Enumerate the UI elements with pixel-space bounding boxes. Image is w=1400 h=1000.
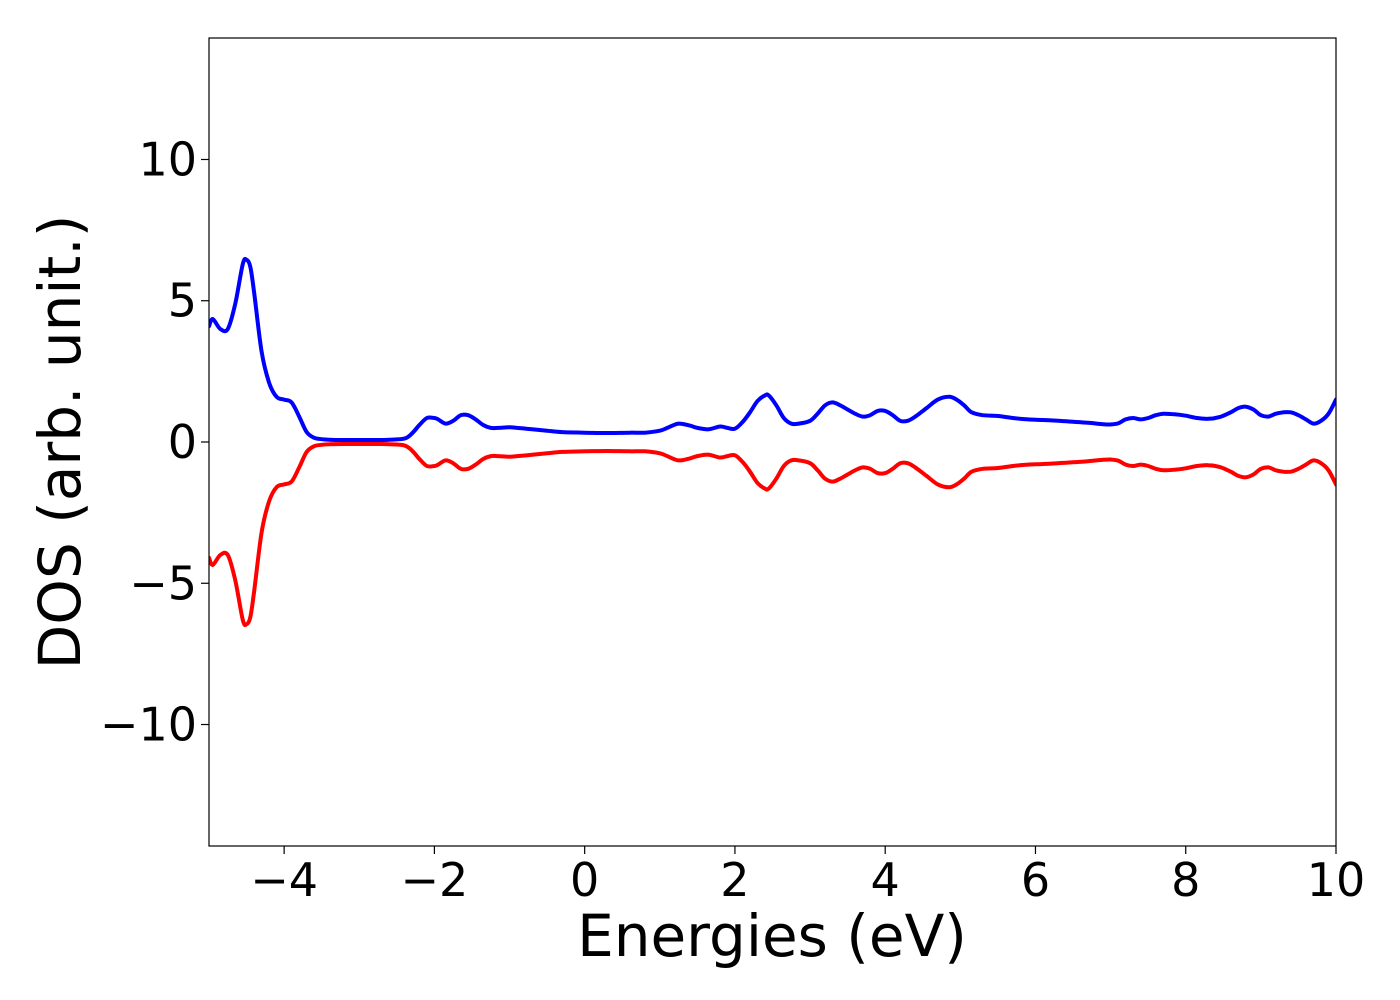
x-tick-label: −2 [400,853,468,907]
x-tick-label: 4 [871,853,900,907]
y-axis-title: DOS (arb. unit.) [26,215,94,670]
x-axis-title: Energies (eV) [577,902,967,970]
y-tick-label: 10 [138,132,197,186]
y-tick-label: −5 [129,556,197,610]
x-tick-label: 8 [1171,853,1200,907]
y-axis-ticks: −10 −5 0 5 10 [100,132,209,752]
series-line-spin-down [209,441,1336,628]
y-tick-label: 5 [168,274,197,328]
x-axis-ticks: −4 −2 0 2 4 6 8 10 [250,846,1365,907]
y-tick-label: 0 [168,415,197,469]
x-tick-label: −4 [250,853,318,907]
y-tick-label: −10 [100,698,197,752]
x-tick-label: 10 [1307,853,1366,907]
series-layer [209,256,1336,628]
x-tick-label: 0 [570,853,599,907]
x-tick-label: 2 [720,853,749,907]
series-line-spin-up [209,256,1336,443]
x-tick-label: 6 [1021,853,1050,907]
